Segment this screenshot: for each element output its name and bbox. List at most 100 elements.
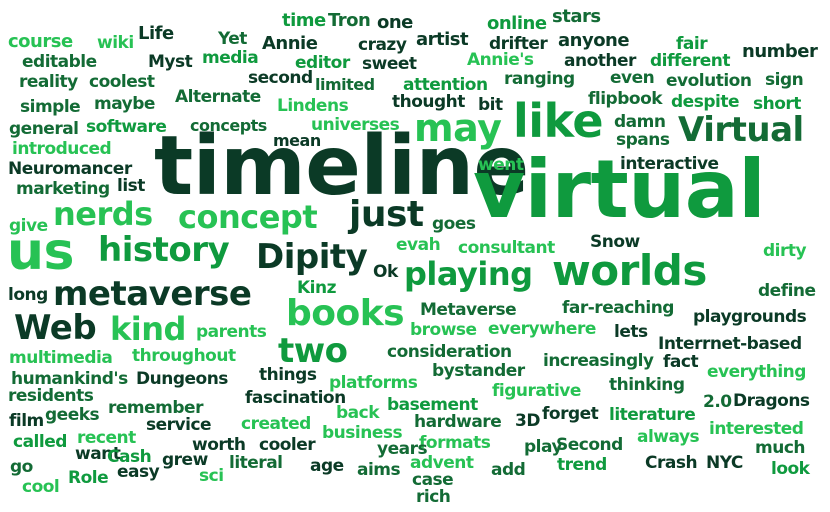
word-film: film: [9, 411, 44, 431]
word-like: like: [513, 94, 604, 148]
word-list: list: [117, 176, 145, 196]
word-dirty: dirty: [763, 241, 807, 261]
word-case: case: [412, 470, 454, 490]
word-coolest: coolest: [89, 72, 155, 92]
word-consideration: consideration: [387, 342, 512, 362]
word-snow: Snow: [590, 232, 640, 252]
word-cooler: cooler: [259, 435, 316, 455]
word-aims: aims: [357, 460, 401, 480]
word-increasingly: increasingly: [543, 351, 654, 371]
word-figurative: figurative: [492, 381, 581, 401]
word-basement: basement: [387, 395, 478, 415]
word-called: called: [13, 432, 67, 452]
word-life: Life: [138, 23, 174, 44]
word-sweet: sweet: [362, 54, 417, 74]
word-role: Role: [68, 468, 109, 488]
word-everything: everything: [707, 362, 806, 382]
word-marketing: marketing: [16, 179, 110, 199]
word-despite: despite: [671, 92, 739, 112]
word-worth: worth: [192, 435, 246, 455]
word-advent: advent: [410, 453, 474, 473]
word-bit: bit: [478, 95, 503, 115]
word-define: define: [758, 281, 816, 301]
word-second-cap: Second: [556, 435, 623, 455]
word-editor: editor: [295, 53, 350, 73]
word-years: years: [377, 439, 428, 459]
word-playing: playing: [404, 255, 533, 293]
word-forget: forget: [542, 404, 599, 424]
word-hardware: hardware: [414, 412, 502, 432]
word-back: back: [336, 403, 380, 423]
word-short: short: [753, 94, 801, 114]
word-crash: Crash: [645, 453, 698, 473]
word-easy: easy: [117, 462, 160, 482]
word-geeks: geeks: [45, 405, 100, 425]
word-2-0: 2.0: [703, 392, 732, 412]
word-business: business: [322, 423, 403, 443]
word-sign: sign: [765, 70, 804, 90]
word-evah: evah: [396, 235, 441, 255]
word-flipbook: flipbook: [588, 89, 663, 109]
word-service: service: [146, 415, 212, 435]
word-universes: universes: [311, 115, 400, 135]
word-humankinds: humankind's: [11, 369, 128, 389]
word-number: number: [742, 41, 818, 62]
word-attention: attention: [403, 75, 488, 95]
word-worlds: worlds: [552, 246, 707, 295]
word-software: software: [86, 117, 167, 137]
word-alternate: Alternate: [175, 87, 261, 107]
word-fair: fair: [676, 34, 708, 54]
word-bystander: bystander: [432, 361, 525, 381]
word-fact: fact: [663, 352, 699, 372]
word-may: may: [414, 106, 502, 150]
word-metaverse-cap: Metaverse: [420, 300, 517, 320]
word-wiki: wiki: [97, 33, 134, 53]
word-recent: recent: [77, 428, 136, 448]
word-parents: parents: [196, 322, 267, 342]
word-give: give: [9, 216, 48, 236]
word-want: want: [75, 444, 121, 464]
word-dragons: Dragons: [733, 391, 810, 411]
word-tron: Tron: [328, 10, 371, 31]
word-editable: editable: [22, 52, 97, 72]
word-thought: thought: [392, 92, 465, 112]
word-spans: spans: [616, 130, 670, 150]
word-play: play: [524, 437, 563, 457]
word-annies: Annie's: [467, 50, 534, 70]
word-online: online: [487, 13, 547, 34]
word-neuromancer: Neuromancer: [8, 159, 132, 179]
word-history: history: [98, 230, 230, 270]
word-kinz: Kinz: [297, 278, 337, 298]
word-metaverse: metaverse: [53, 274, 252, 314]
word-consultant: consultant: [458, 238, 555, 258]
word-media: media: [202, 48, 259, 68]
word-virtual-cap: Virtual: [678, 110, 804, 150]
word-drifter: drifter: [489, 34, 548, 54]
word-interrnet-based: Interrnet-based: [658, 334, 802, 354]
word-sci: sci: [199, 466, 224, 486]
word-ranging: ranging: [504, 69, 575, 89]
word-everywhere: everywhere: [488, 319, 596, 339]
word-virtual: virtual: [473, 143, 766, 236]
word-just: just: [349, 194, 424, 235]
word-myst: Myst: [148, 52, 193, 72]
word-literal: literal: [229, 453, 283, 473]
word-damn: damn: [614, 112, 666, 132]
word-limited: limited: [315, 75, 375, 94]
word-concepts: concepts: [190, 116, 267, 135]
word-us: us: [7, 222, 74, 282]
word-add: add: [491, 460, 526, 480]
word-mean: mean: [273, 131, 321, 150]
word-maybe: maybe: [94, 94, 155, 114]
word-look: look: [771, 459, 810, 479]
word-artist: artist: [416, 29, 469, 50]
word-always: always: [637, 427, 700, 447]
word-reality: reality: [19, 72, 78, 92]
word-time: time: [282, 10, 326, 31]
word-formats: formats: [419, 433, 491, 453]
word-different: different: [650, 51, 730, 71]
word-cool: cool: [22, 477, 60, 497]
word-long: long: [8, 285, 48, 305]
word-web: Web: [14, 308, 97, 348]
word-lindens: Lindens: [277, 96, 349, 116]
